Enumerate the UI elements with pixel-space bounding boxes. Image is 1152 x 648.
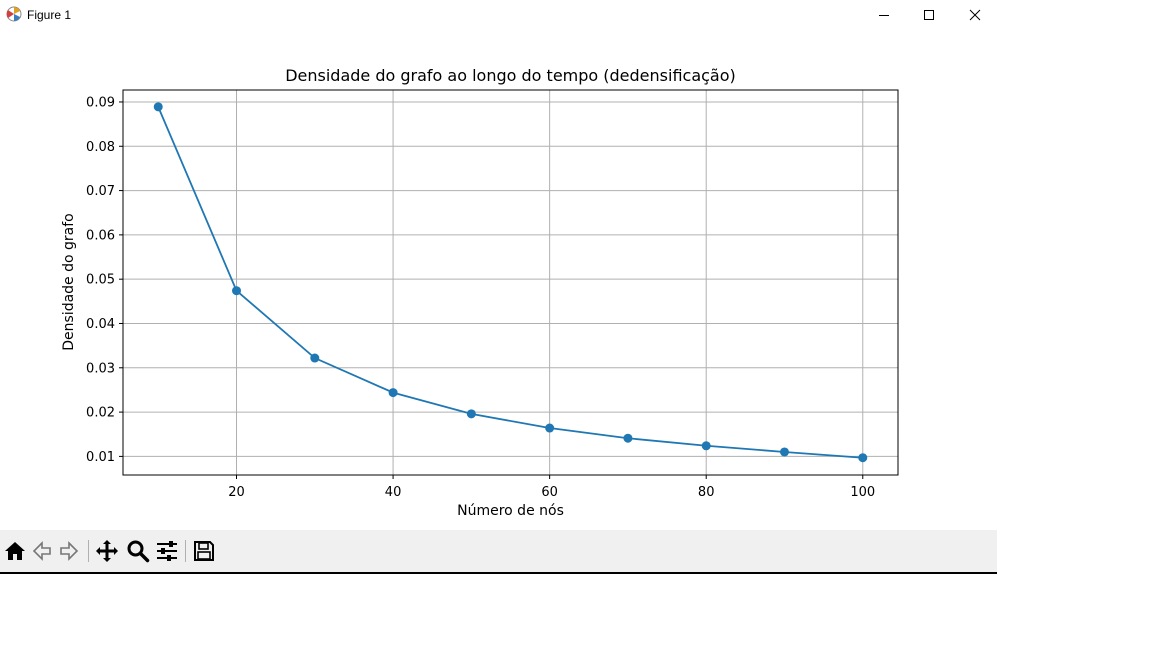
data-point <box>153 102 163 112</box>
axes-frame <box>122 89 899 476</box>
series-line <box>157 106 863 459</box>
y-tick-label: 0.09 <box>86 95 115 110</box>
x-tick-label: 40 <box>385 485 402 500</box>
matplotlib-icon <box>6 6 22 22</box>
zoom-icon <box>127 540 150 563</box>
y-tick-label: 0.07 <box>86 184 115 199</box>
x-tick-label: 20 <box>228 485 245 500</box>
maximize-icon <box>924 10 934 20</box>
window-bottom-border <box>0 572 997 574</box>
y-axis-label: Densidade do grafo <box>61 213 77 350</box>
data-point <box>545 423 555 433</box>
configure-subplots-button[interactable] <box>154 538 180 564</box>
y-tick-label: 0.01 <box>86 450 115 465</box>
chart-title: Densidade do grafo ao longo do tempo (de… <box>285 66 736 85</box>
data-point <box>623 433 633 443</box>
maximize-button[interactable] <box>906 0 952 30</box>
minimize-icon <box>879 15 889 16</box>
axis-ticks: 20 40 60 80 100 0.01 0.02 0.03 0.04 0.05 0.06 0.07 0… <box>86 95 875 500</box>
data-point <box>388 388 398 398</box>
data-point <box>310 353 320 363</box>
data-point <box>779 447 789 457</box>
pan-icon <box>96 540 118 562</box>
x-axis-label: Número de nós <box>457 503 564 519</box>
back-button[interactable] <box>29 538 55 564</box>
zoom-button[interactable] <box>125 538 151 564</box>
minimize-button[interactable] <box>861 0 907 30</box>
x-tick-label: 100 <box>850 485 875 500</box>
toolbar-separator <box>88 540 89 562</box>
toolbar-separator <box>185 540 186 562</box>
home-button[interactable] <box>2 538 28 564</box>
y-tick-label: 0.03 <box>86 361 115 376</box>
forward-button[interactable] <box>56 538 82 564</box>
data-point <box>232 286 242 296</box>
y-tick-label: 0.05 <box>86 273 115 288</box>
x-tick-label: 60 <box>541 485 558 500</box>
configure-subplots-icon <box>157 541 177 561</box>
save-icon <box>194 541 214 561</box>
window-titlebar: Figure 1 <box>0 0 997 30</box>
data-point <box>466 409 476 419</box>
save-button[interactable] <box>191 538 217 564</box>
figure-canvas[interactable]: 20 40 60 80 100 0.01 0.02 0.03 0.04 0.05 0.06 0.07 0… <box>0 30 997 530</box>
y-tick-label: 0.04 <box>86 317 115 332</box>
grid-lines <box>123 90 898 475</box>
data-point <box>858 453 868 463</box>
home-icon <box>5 542 25 560</box>
data-point <box>701 441 711 451</box>
data-series <box>153 102 868 463</box>
y-tick-label: 0.02 <box>86 406 115 421</box>
line-chart: 20 40 60 80 100 0.01 0.02 0.03 0.04 0.05 0.06 0.07 0… <box>61 66 899 519</box>
navigation-toolbar <box>0 530 997 572</box>
y-tick-label: 0.08 <box>86 140 115 155</box>
pan-button[interactable] <box>94 538 120 564</box>
back-arrow-icon <box>32 541 51 561</box>
forward-arrow-icon <box>60 541 79 561</box>
x-tick-label: 80 <box>698 485 715 500</box>
close-icon <box>969 9 981 21</box>
y-tick-label: 0.06 <box>86 228 115 243</box>
close-button[interactable] <box>952 0 998 30</box>
window-title: Figure 1 <box>27 8 72 22</box>
